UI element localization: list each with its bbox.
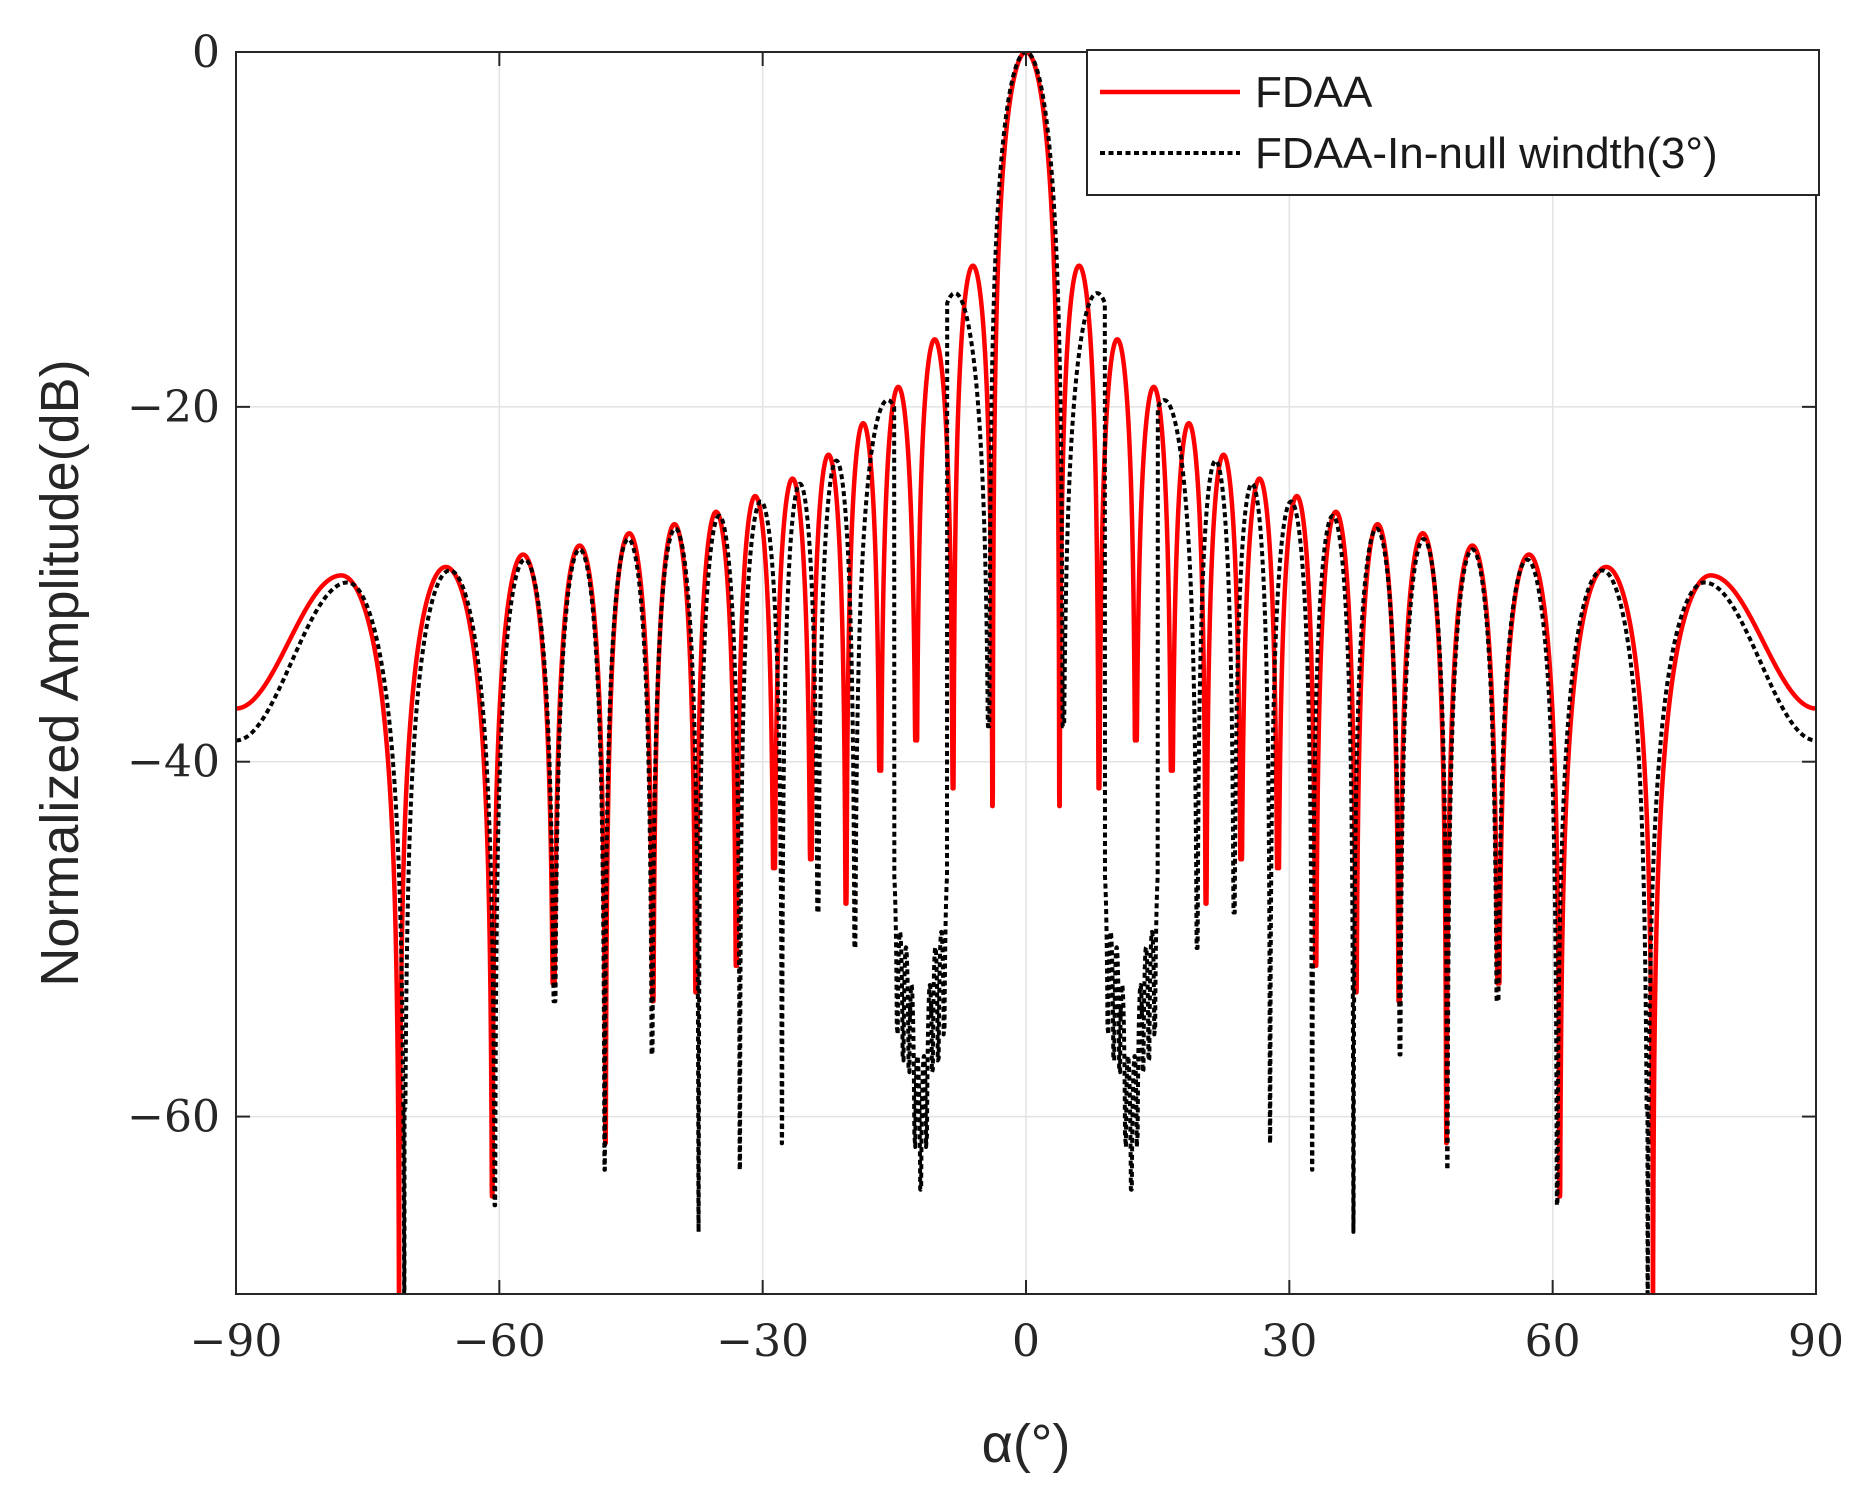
x-tick-label: 60 (1525, 1316, 1581, 1367)
x-tick-label: 90 (1788, 1316, 1844, 1367)
series-line-fdaa (236, 52, 1816, 1294)
legend-box (1086, 49, 1820, 196)
x-tick-label: −60 (453, 1316, 546, 1367)
x-axis-label: α(°) (982, 1414, 1071, 1474)
x-tick-label: 0 (1012, 1316, 1040, 1367)
series-line-fdaa-in-null (236, 52, 1816, 1294)
x-tick-label: −90 (190, 1316, 283, 1367)
tick-labels: −90 −60 −30 0 30 60 90 0 −20 −40 −60 (127, 27, 1844, 1367)
y-tick-label: −40 (127, 737, 220, 788)
y-tick-label: −20 (127, 382, 220, 433)
legend-label-fdaa: FDAA (1255, 68, 1373, 117)
y-tick-label: −60 (127, 1092, 220, 1143)
legend-label-fdaa-in-null: FDAA-In-null windth(3°) (1255, 129, 1718, 178)
x-tick-label: −30 (716, 1316, 809, 1367)
legend: FDAA FDAA-In-null windth(3°) (1086, 49, 1820, 196)
series-layer (236, 52, 1816, 1294)
y-tick-label: 0 (192, 27, 220, 78)
y-axis-label: Normalized Amplitude(dB) (30, 359, 90, 986)
x-tick-label: 30 (1261, 1316, 1317, 1367)
